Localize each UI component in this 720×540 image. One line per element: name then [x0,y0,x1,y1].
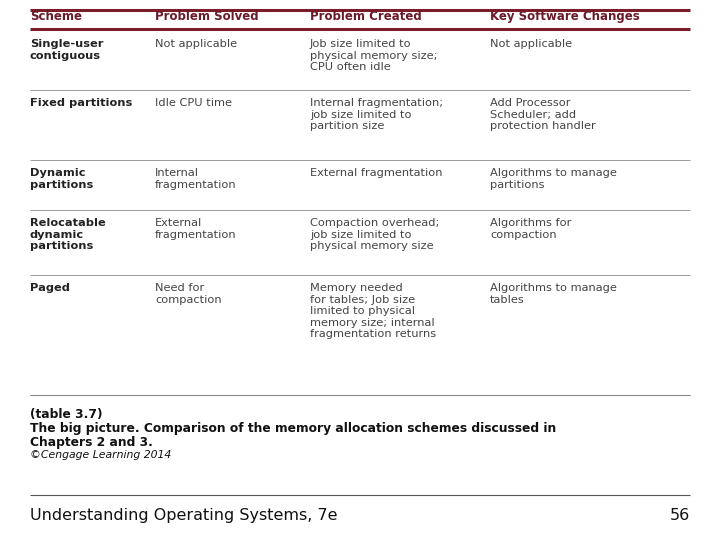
Text: The big picture. Comparison of the memory allocation schemes discussed in: The big picture. Comparison of the memor… [30,422,557,435]
Text: Problem Created: Problem Created [310,10,422,23]
Text: Idle CPU time: Idle CPU time [155,98,232,108]
Text: External
fragmentation: External fragmentation [155,218,237,240]
Text: Add Processor
Scheduler; add
protection handler: Add Processor Scheduler; add protection … [490,98,595,131]
Text: Chapters 2 and 3.: Chapters 2 and 3. [30,436,153,449]
Text: Relocatable
dynamic
partitions: Relocatable dynamic partitions [30,218,106,251]
Text: Algorithms for
compaction: Algorithms for compaction [490,218,572,240]
Text: Algorithms to manage
partitions: Algorithms to manage partitions [490,168,617,190]
Text: ©Cengage Learning 2014: ©Cengage Learning 2014 [30,450,171,460]
Text: Key Software Changes: Key Software Changes [490,10,640,23]
Text: Algorithms to manage
tables: Algorithms to manage tables [490,283,617,305]
Text: Problem Solved: Problem Solved [155,10,258,23]
Text: Single-user
contiguous: Single-user contiguous [30,39,104,60]
Text: Compaction overhead;
job size limited to
physical memory size: Compaction overhead; job size limited to… [310,218,439,251]
Text: Fixed partitions: Fixed partitions [30,98,132,108]
Text: Need for
compaction: Need for compaction [155,283,222,305]
Text: Internal
fragmentation: Internal fragmentation [155,168,237,190]
Text: Not applicable: Not applicable [155,39,237,49]
Text: Not applicable: Not applicable [490,39,572,49]
Text: 56: 56 [670,508,690,523]
Text: Internal fragmentation;
job size limited to
partition size: Internal fragmentation; job size limited… [310,98,443,131]
Text: Scheme: Scheme [30,10,82,23]
Text: Memory needed
for tables; Job size
limited to physical
memory size; internal
fra: Memory needed for tables; Job size limit… [310,283,436,340]
Text: Understanding Operating Systems, 7e: Understanding Operating Systems, 7e [30,508,338,523]
Text: (table 3.7): (table 3.7) [30,408,102,421]
Text: Job size limited to
physical memory size;
CPU often idle: Job size limited to physical memory size… [310,39,438,72]
Text: External fragmentation: External fragmentation [310,168,443,178]
Text: Paged: Paged [30,283,70,293]
Text: Dynamic
partitions: Dynamic partitions [30,168,94,190]
